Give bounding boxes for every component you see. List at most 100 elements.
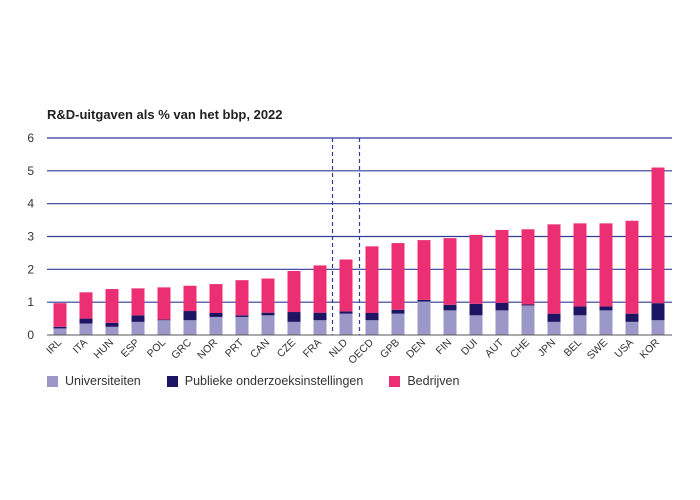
- bar-segment-jpn-2: [547, 313, 561, 322]
- bars: [53, 167, 665, 335]
- x-tick-label-nor: NOR: [195, 336, 220, 361]
- bar-segment-jpn-1: [547, 321, 561, 335]
- bar-segment-dui-2: [469, 303, 483, 316]
- bar-segment-can-1: [261, 315, 275, 335]
- bar-segment-gpb-3: [391, 243, 405, 310]
- legend-label: Universiteiten: [65, 374, 141, 388]
- bar-segment-oecd-1: [365, 320, 379, 335]
- x-tick-label-cze: CZE: [275, 337, 298, 360]
- bar-segment-fin-3: [443, 238, 457, 305]
- bar-segment-esp-3: [131, 288, 145, 316]
- bar-segment-jpn-3: [547, 224, 561, 314]
- highlight-box: [331, 138, 361, 335]
- bar-segment-oecd-2: [365, 313, 379, 321]
- x-tick-label-jpn: JPN: [536, 337, 559, 360]
- bar-segment-fra-3: [313, 265, 327, 313]
- bar-segment-swe-2: [599, 306, 613, 311]
- bar-segment-aut-2: [495, 302, 509, 311]
- bar-segment-dui-1: [469, 315, 483, 335]
- bar-segment-den-3: [417, 240, 431, 300]
- bar-segment-aut-3: [495, 229, 509, 303]
- x-tick-label-che: CHE: [508, 337, 532, 361]
- legend-item-2: Publieke onderzoeksinstellingen: [166, 374, 363, 388]
- bar-segment-pol-1: [157, 320, 171, 335]
- bar-segment-hun-2: [105, 322, 119, 327]
- bar-segment-prt-3: [235, 280, 249, 316]
- legend-swatch: [166, 375, 178, 387]
- bar-segment-den-1: [417, 301, 431, 335]
- bar-segment-den-2: [417, 299, 431, 302]
- x-tick-label-prt: PRT: [223, 336, 247, 360]
- bar-segment-bel-3: [573, 223, 587, 307]
- bar-segment-esp-2: [131, 315, 145, 322]
- bar-segment-kor-2: [651, 303, 665, 321]
- y-tick-label: 3: [27, 230, 34, 244]
- y-tick-label: 4: [27, 197, 34, 211]
- bar-segment-nld-3: [339, 259, 353, 312]
- legend-item-1: Universiteiten: [47, 374, 141, 388]
- chart-title: R&D-uitgaven als % van het bbp, 2022: [47, 107, 283, 122]
- bar-segment-hun-3: [105, 289, 119, 323]
- x-tick-label-hun: HUN: [92, 337, 117, 362]
- bar-segment-esp-1: [131, 321, 145, 335]
- bar-segment-che-2: [521, 304, 535, 306]
- x-tick-label-gpb: GPB: [378, 337, 402, 361]
- x-tick-label-den: DEN: [404, 337, 428, 361]
- x-tick-label-ita: ITA: [71, 337, 90, 356]
- bar-segment-nld-2: [339, 311, 353, 314]
- bar-segment-pol-3: [157, 287, 171, 320]
- bar-segment-cze-3: [287, 270, 301, 313]
- bar-segment-aut-1: [495, 310, 509, 335]
- x-tick-label-irl: IRL: [44, 337, 64, 357]
- bar-segment-ita-2: [79, 318, 93, 324]
- legend-label: Bedrijven: [407, 374, 460, 388]
- bar-segment-che-3: [521, 229, 535, 305]
- bar-segment-fin-1: [443, 310, 457, 335]
- bar-segment-kor-3: [651, 167, 665, 304]
- bar-segment-irl-1: [53, 328, 67, 335]
- bar-segment-nor-1: [209, 316, 223, 335]
- bar-segment-fra-1: [313, 320, 327, 335]
- bar-segment-ita-3: [79, 292, 93, 319]
- bar-segment-grc-3: [183, 285, 197, 312]
- bar-segment-irl-3: [53, 303, 67, 327]
- bar-segment-grc-2: [183, 311, 197, 321]
- bar-segment-can-3: [261, 278, 275, 313]
- x-tick-label-fra: FRA: [301, 337, 324, 360]
- y-tick-label: 5: [27, 164, 34, 178]
- y-tick-label: 6: [27, 131, 34, 145]
- bar-segment-kor-1: [651, 320, 665, 335]
- bar-segment-can-2: [261, 312, 275, 316]
- bar-segment-pol-2: [157, 319, 171, 321]
- bar-segment-grc-1: [183, 320, 197, 335]
- y-tick-label: 1: [27, 295, 34, 309]
- bar-segment-dui-3: [469, 234, 483, 304]
- bar-segment-bel-1: [573, 315, 587, 335]
- x-tick-label-usa: USA: [612, 337, 636, 361]
- bar-segment-hun-1: [105, 326, 119, 335]
- bar-segment-bel-2: [573, 306, 587, 316]
- x-tick-label-can: CAN: [248, 337, 272, 361]
- bar-segment-fin-2: [443, 304, 457, 311]
- bar-segment-prt-1: [235, 316, 249, 335]
- bar-segment-swe-1: [599, 310, 613, 335]
- bar-segment-usa-3: [625, 220, 639, 314]
- bar-segment-prt-2: [235, 315, 249, 317]
- bar-segment-ita-1: [79, 323, 93, 335]
- x-tick-label-grc: GRC: [169, 336, 194, 361]
- bar-segment-oecd-3: [365, 246, 379, 314]
- x-tick-label-pol: POL: [145, 337, 168, 360]
- x-tick-label-bel: BEL: [562, 337, 585, 360]
- x-tick-label-kor: KOR: [638, 336, 663, 361]
- legend-swatch: [47, 375, 58, 387]
- x-tick-label-swe: SWE: [585, 337, 610, 362]
- bar-segment-irl-2: [53, 326, 67, 329]
- x-tick-label-fin: FIN: [434, 337, 454, 357]
- x-tick-label-oecd: OECD: [346, 336, 376, 366]
- x-tick-label-esp: ESP: [119, 337, 142, 360]
- bar-segment-gpb-1: [391, 313, 405, 335]
- bar-segment-nor-2: [209, 313, 223, 317]
- bar-segment-gpb-2: [391, 309, 405, 314]
- bar-segment-cze-1: [287, 321, 301, 335]
